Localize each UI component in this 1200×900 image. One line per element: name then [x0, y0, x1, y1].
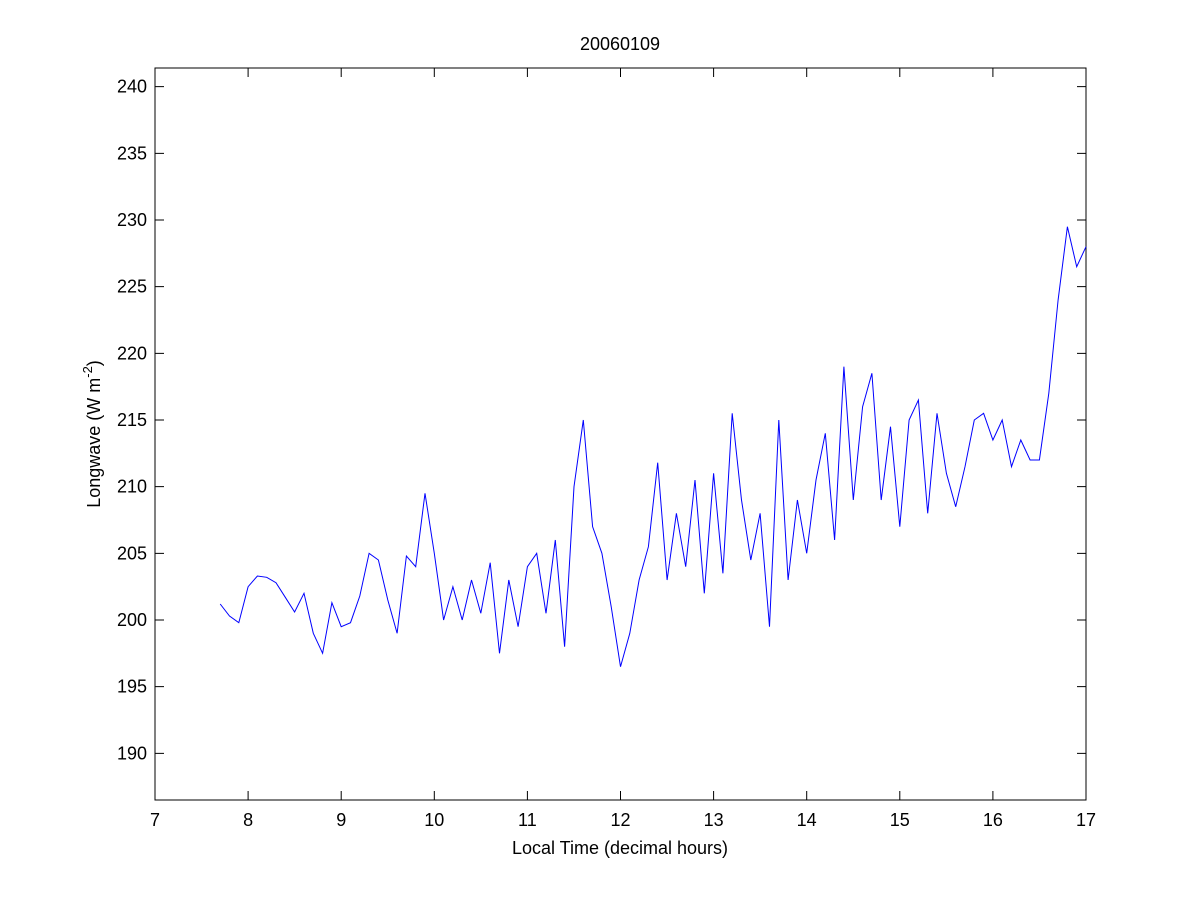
y-tick-label: 190: [117, 743, 147, 763]
y-axis-label: Longwave (W m-2): [80, 360, 104, 508]
chart-title: 20060109: [580, 34, 660, 54]
x-tick-label: 11: [518, 810, 537, 830]
y-tick-label: 195: [117, 677, 147, 697]
y-label-superscript: -2: [80, 366, 95, 378]
y-tick-label: 240: [117, 77, 147, 97]
x-tick-label: 9: [336, 810, 346, 830]
x-axis-label: Local Time (decimal hours): [512, 838, 728, 858]
x-tick-label: 15: [890, 810, 910, 830]
y-tick-label: 225: [117, 277, 147, 297]
x-tick-label: 7: [150, 810, 160, 830]
x-tick-label: 17: [1076, 810, 1096, 830]
y-tick-label: 235: [117, 143, 147, 163]
y-label-suffix: ): [84, 360, 104, 366]
x-tick-label: 16: [983, 810, 1003, 830]
x-tick-label: 13: [704, 810, 724, 830]
y-tick-label: 200: [117, 610, 147, 630]
data-line: [219, 226, 1087, 667]
y-label-text: Longwave (W m: [84, 378, 104, 508]
y-tick-label: 215: [117, 410, 147, 430]
y-tick-label: 230: [117, 210, 147, 230]
y-tick-label: 205: [117, 543, 147, 563]
x-tick-label: 10: [424, 810, 444, 830]
y-tick-label: 220: [117, 343, 147, 363]
y-tick-label: 210: [117, 477, 147, 497]
x-tick-label: 12: [610, 810, 630, 830]
x-tick-label: 8: [243, 810, 253, 830]
x-tick-label: 14: [797, 810, 817, 830]
